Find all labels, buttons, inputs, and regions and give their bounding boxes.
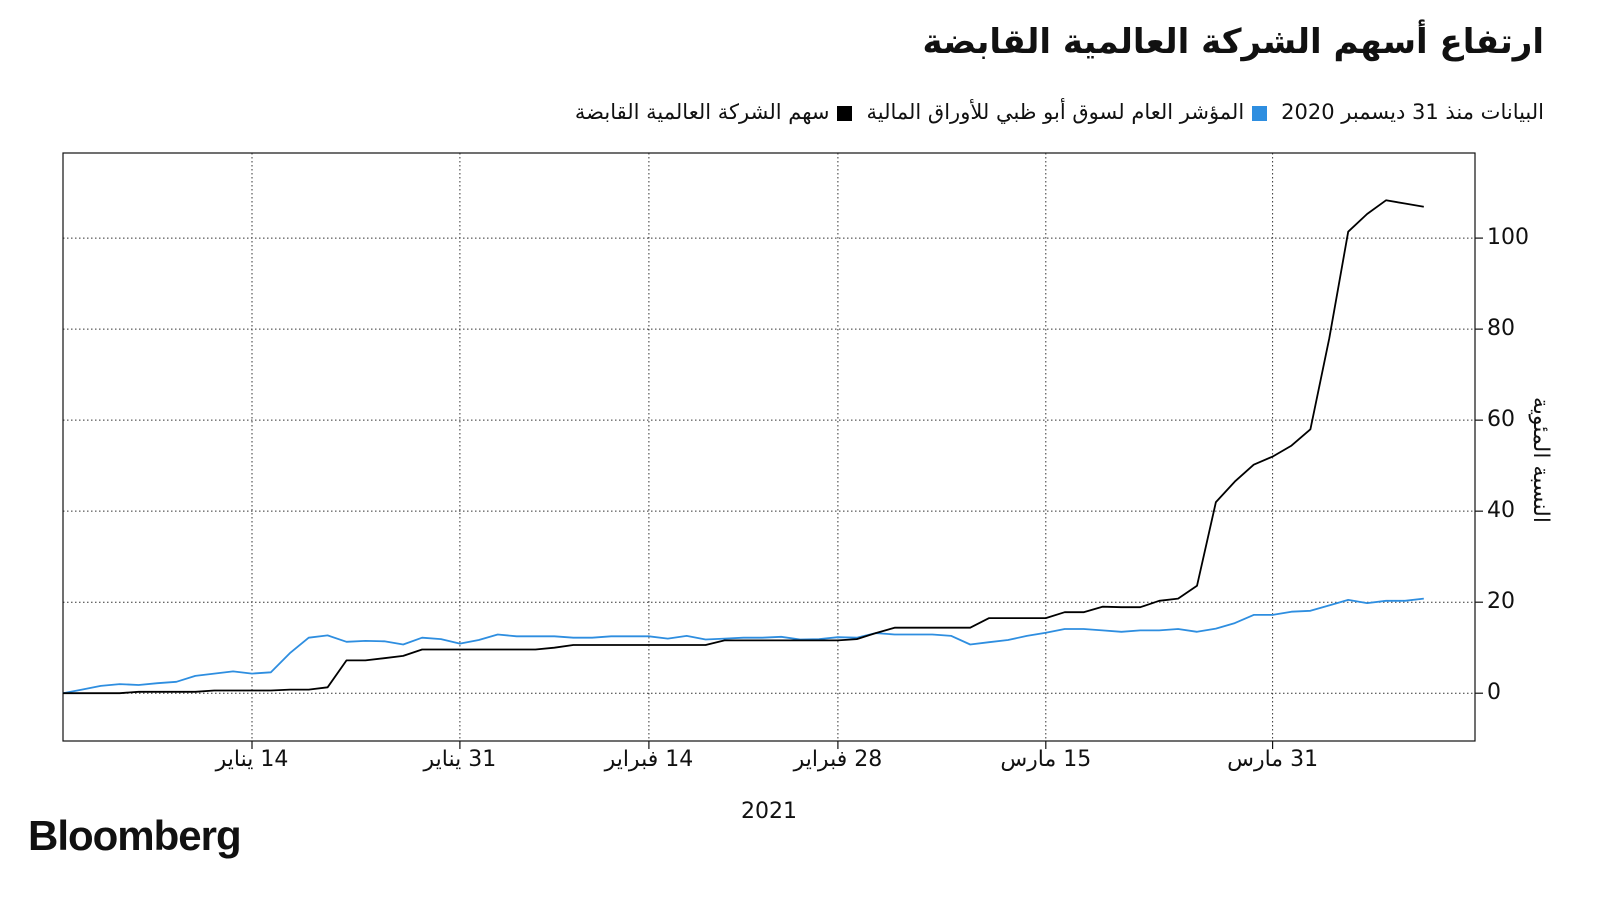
chart-title: ارتفاع أسهم الشركة العالمية القابضة	[922, 22, 1544, 62]
legend-item: سهم الشركة العالمية القابضة	[575, 100, 853, 124]
legend-swatch	[837, 105, 853, 121]
series-line	[63, 199, 1424, 695]
legend-item: المؤشر العام لسوق أبو ظبي للأوراق المالي…	[866, 100, 1268, 124]
x-tick-label: 14 فبراير	[604, 747, 694, 772]
x-tick-label: 28 فبراير	[793, 747, 883, 772]
legend-label: المؤشر العام لسوق أبو ظبي للأوراق المالي…	[866, 100, 1245, 124]
y-tick-label: 20	[1487, 589, 1515, 614]
legend-label: سهم الشركة العالمية القابضة	[574, 100, 830, 124]
y-tick-label: 40	[1487, 498, 1515, 523]
x-tick-label: 31 يناير	[423, 747, 497, 772]
plot-frame	[62, 152, 1476, 742]
legend: البيانات منذ 31 ديسمبر 2020 المؤشر العام…	[575, 100, 1544, 124]
y-tick-label: 80	[1487, 316, 1515, 341]
y-axis-label: النسبة المئوية	[1528, 397, 1553, 523]
x-tick-label: 31 مارس	[1227, 747, 1318, 772]
y-tick-label: 60	[1487, 407, 1515, 432]
x-axis-label: 2021	[741, 799, 797, 824]
series-line	[62, 597, 1424, 695]
logo: Bloomberg	[28, 812, 242, 859]
y-tick-label: 100	[1487, 225, 1529, 250]
x-tick-label: 15 مارس	[1000, 747, 1091, 772]
subtitle: البيانات منذ 31 ديسمبر 2020	[1281, 100, 1544, 124]
x-tick-label: 14 يناير	[215, 747, 289, 772]
legend-swatch	[1252, 105, 1268, 121]
y-tick-label: 0	[1487, 680, 1501, 705]
